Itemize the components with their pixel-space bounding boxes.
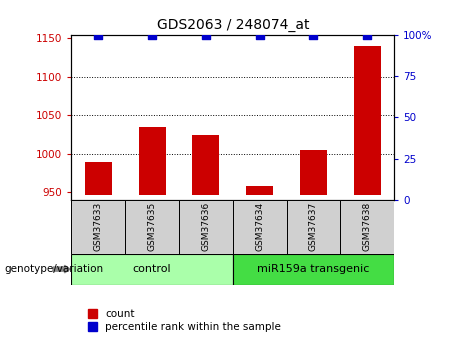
Bar: [71, 200, 125, 254]
Point: [148, 32, 156, 37]
Bar: [233, 254, 394, 285]
Bar: [233, 200, 287, 254]
Text: GSM37634: GSM37634: [255, 202, 264, 252]
Bar: [287, 200, 340, 254]
Bar: [179, 200, 233, 254]
Legend: count, percentile rank within the sample: count, percentile rank within the sample: [83, 305, 285, 336]
Bar: [85, 161, 112, 196]
Point: [364, 32, 371, 37]
Point: [310, 32, 317, 37]
Bar: [354, 46, 381, 196]
Bar: [340, 200, 394, 254]
Bar: [71, 254, 233, 285]
Bar: [300, 150, 327, 196]
Text: miR159a transgenic: miR159a transgenic: [257, 264, 370, 274]
Bar: [193, 135, 219, 196]
Point: [202, 32, 210, 37]
Bar: [139, 127, 165, 196]
Text: GSM37637: GSM37637: [309, 202, 318, 252]
Text: control: control: [133, 264, 171, 274]
Text: GSM37638: GSM37638: [363, 202, 372, 252]
Point: [95, 32, 102, 37]
Text: GSM37635: GSM37635: [148, 202, 157, 252]
Text: GSM37633: GSM37633: [94, 202, 103, 252]
Title: GDS2063 / 248074_at: GDS2063 / 248074_at: [157, 18, 309, 32]
Bar: [246, 186, 273, 196]
Point: [256, 32, 263, 37]
Text: genotype/variation: genotype/variation: [5, 264, 104, 274]
Text: GSM37636: GSM37636: [201, 202, 210, 252]
Bar: [125, 200, 179, 254]
